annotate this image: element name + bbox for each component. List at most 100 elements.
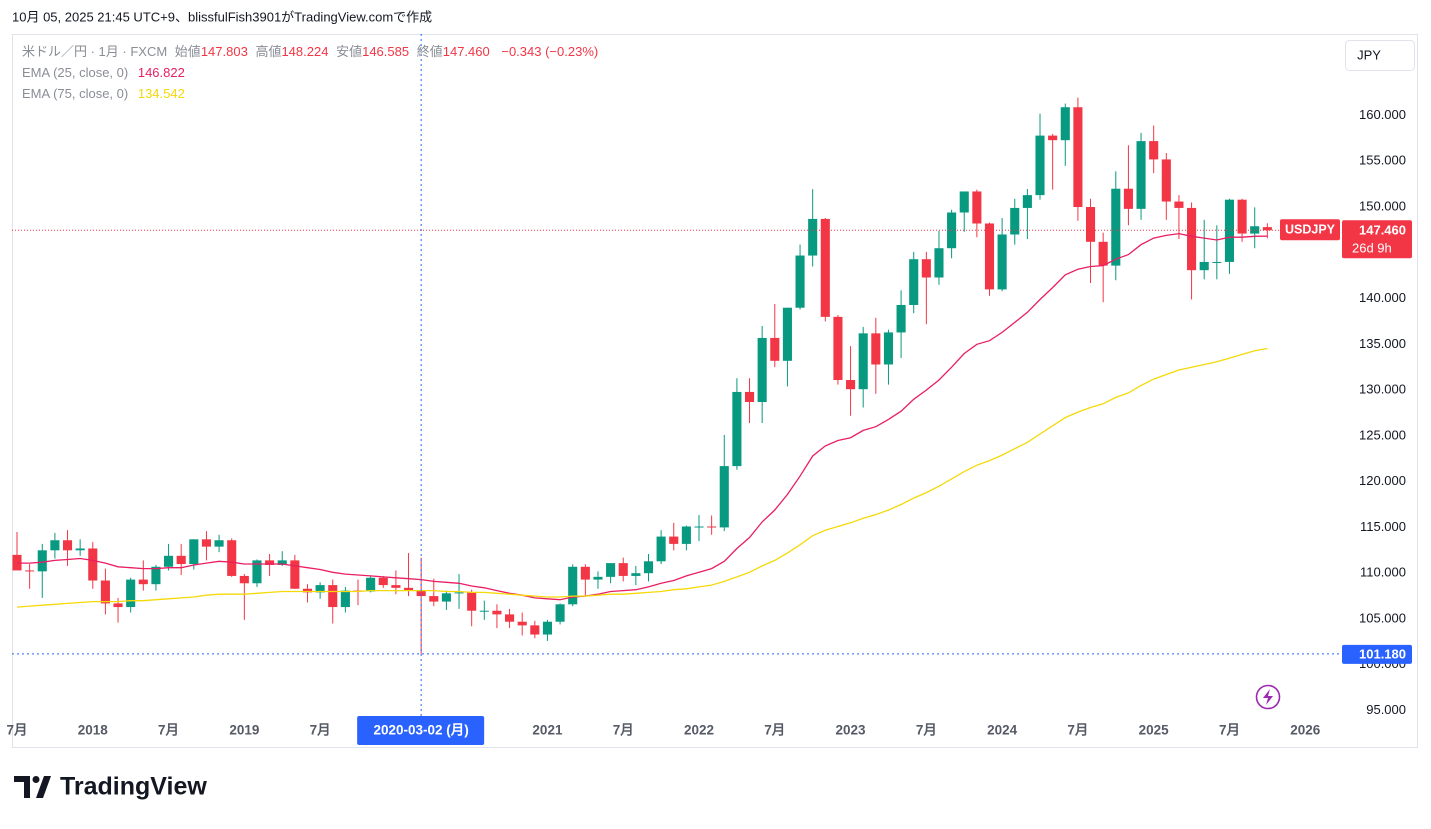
y-tick-label: 130.000 bbox=[1359, 382, 1406, 397]
x-tick-label: 2021 bbox=[532, 723, 563, 738]
candle-body bbox=[25, 570, 35, 572]
candle-body bbox=[694, 526, 704, 528]
candle-body bbox=[921, 259, 931, 278]
x-tick-label: 7月 bbox=[6, 723, 27, 738]
candle-body bbox=[631, 573, 641, 576]
candle-body bbox=[669, 536, 679, 544]
brand-logo bbox=[14, 776, 51, 798]
candle-body bbox=[265, 560, 275, 565]
candle-body bbox=[1212, 261, 1222, 263]
legend-ema75-value: 134.542 bbox=[138, 86, 185, 101]
candle-body bbox=[1073, 107, 1083, 208]
symbol-tag-box bbox=[1280, 219, 1340, 241]
x-tick-label: 7月 bbox=[764, 723, 785, 738]
candle-body bbox=[871, 333, 881, 365]
candle-body bbox=[618, 563, 628, 576]
plot-layer bbox=[12, 97, 1272, 654]
candle-body bbox=[883, 332, 894, 365]
candle-body bbox=[454, 592, 464, 594]
caption: 10月 05, 2025 21:45 UTC+9、blissfulFish390… bbox=[12, 9, 432, 24]
candle-body bbox=[126, 579, 136, 608]
y-tick-label: 155.000 bbox=[1359, 153, 1406, 168]
candle-body bbox=[959, 191, 969, 213]
candle-body bbox=[75, 548, 85, 551]
y-tick-label: 105.000 bbox=[1359, 610, 1406, 625]
candle-body bbox=[88, 548, 98, 581]
x-tick-label: 2024 bbox=[987, 723, 1018, 738]
currency-button-label[interactable]: JPY bbox=[1357, 47, 1381, 62]
candle-body bbox=[909, 259, 919, 305]
candle-body bbox=[1262, 227, 1272, 231]
candle-body bbox=[1174, 201, 1184, 208]
legend-high-label: 高値 bbox=[255, 44, 281, 59]
candle-body bbox=[656, 536, 666, 562]
x-tick-label: 2022 bbox=[684, 723, 714, 738]
x-tick-label: 2026 bbox=[1290, 723, 1321, 738]
y-tick-label: 135.000 bbox=[1359, 336, 1406, 351]
candle-body bbox=[1161, 159, 1171, 202]
candle-body bbox=[441, 593, 451, 602]
y-tick-label: 120.000 bbox=[1359, 473, 1406, 488]
candle-body bbox=[744, 391, 755, 403]
candle-body bbox=[227, 540, 237, 576]
legend-low-label: 安値 bbox=[336, 44, 362, 59]
legend-close: 147.460 bbox=[443, 44, 490, 59]
brand-name: TradingView bbox=[60, 773, 207, 801]
overlay-layer: USDJPY 147.460 26d 9h 101.180 2020-03-02 (月) bbox=[12, 34, 1412, 745]
y-tick-label: 150.000 bbox=[1359, 198, 1406, 213]
x-tick-label: 7月 bbox=[158, 723, 179, 738]
candle-body bbox=[795, 255, 805, 308]
candle-body bbox=[934, 248, 944, 278]
crosshair-date-box bbox=[357, 716, 485, 745]
x-tick-label: 7月 bbox=[1219, 723, 1240, 738]
candle-body bbox=[606, 563, 616, 577]
lightning-bolt[interactable] bbox=[1263, 689, 1273, 705]
countdown: 26d 9h bbox=[1352, 241, 1392, 256]
candle-body bbox=[1149, 141, 1159, 160]
candle-body bbox=[189, 539, 199, 565]
candle-body bbox=[492, 610, 502, 615]
candle-body bbox=[1048, 135, 1058, 141]
y-tick-label: 115.000 bbox=[1360, 519, 1406, 534]
currency-button-box[interactable] bbox=[1345, 40, 1415, 71]
legend-ema25: EMA (25, close, 0) 146.822 bbox=[22, 65, 185, 80]
price-tag-box bbox=[1342, 220, 1412, 259]
lightning-icon[interactable] bbox=[1255, 684, 1281, 710]
candle-body bbox=[580, 566, 590, 580]
candle-body bbox=[643, 561, 654, 574]
candle-body bbox=[568, 566, 578, 605]
candle-body bbox=[62, 540, 73, 551]
candle-body bbox=[479, 610, 489, 612]
candle-body bbox=[1035, 135, 1045, 196]
currency-button[interactable]: JPY bbox=[1345, 40, 1415, 71]
candle-body bbox=[757, 337, 767, 403]
candle-body bbox=[302, 588, 313, 593]
candle-body bbox=[1123, 188, 1133, 209]
candle-body bbox=[1022, 195, 1032, 208]
y-tick-label: 95.000 bbox=[1366, 702, 1406, 717]
candle-body bbox=[290, 560, 300, 589]
legend-ema75-name: EMA (75, close, 0) bbox=[22, 86, 128, 101]
candle-body bbox=[391, 585, 401, 588]
candle-body bbox=[858, 333, 868, 390]
chart-frame bbox=[12, 34, 1418, 748]
candle-body bbox=[719, 466, 729, 528]
candle-body bbox=[820, 218, 830, 317]
candle-body bbox=[340, 590, 350, 608]
candle-body bbox=[681, 526, 691, 544]
legend-low: 146.585 bbox=[362, 44, 409, 59]
candle-body bbox=[1060, 107, 1070, 141]
candle-body bbox=[1010, 207, 1020, 235]
candle-body bbox=[138, 579, 148, 585]
candle-body bbox=[1237, 199, 1247, 234]
candle-body bbox=[997, 234, 1007, 290]
legend-open: 147.803 bbox=[201, 44, 248, 59]
candle-body bbox=[328, 585, 338, 608]
legend-close-label: 終値 bbox=[417, 44, 443, 59]
candle-body bbox=[593, 576, 603, 580]
candle-body bbox=[1224, 199, 1235, 262]
candle-body bbox=[833, 316, 843, 381]
candle-body bbox=[517, 621, 527, 626]
candle-body bbox=[1136, 141, 1146, 209]
